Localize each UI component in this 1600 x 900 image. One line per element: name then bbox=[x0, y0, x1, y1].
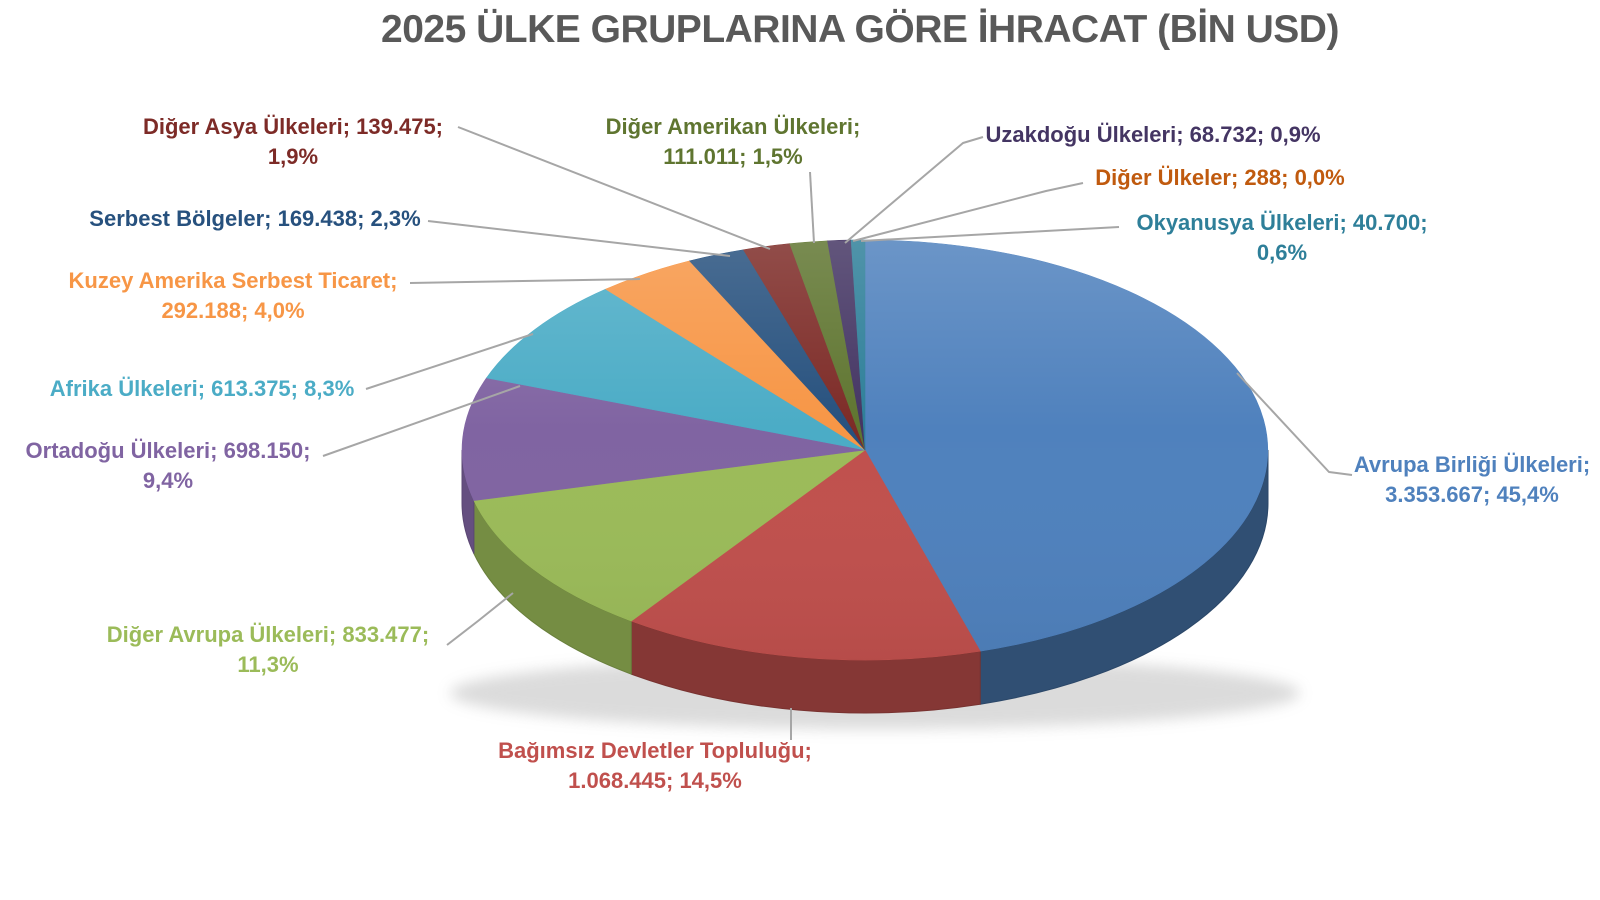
pie-label-10: Uzakdoğu Ülkeleri; 68.732; 0,9% bbox=[985, 120, 1320, 150]
leader-line-6 bbox=[409, 278, 641, 284]
leader-line-12 bbox=[860, 226, 1120, 242]
leader-line-3 bbox=[446, 592, 514, 646]
pie-label-11: Diğer Ülkeler; 288; 0,0% bbox=[1095, 163, 1344, 193]
pie-label-line: Diğer Avrupa Ülkeleri; 833.477; bbox=[106, 622, 430, 647]
pie-label-line: Serbest Bölgeler; 169.438; 2,3% bbox=[89, 206, 421, 231]
chart-title: 2025 ÜLKE GRUPLARINA GÖRE İHRACAT (BİN U… bbox=[381, 8, 1339, 51]
leader-line-7 bbox=[427, 220, 731, 257]
pie-label-line: Ortadoğu Ülkeleri; 698.150; bbox=[25, 438, 311, 463]
pie-label-line: Bağımsız Devletler Topluluğu; bbox=[498, 738, 812, 763]
pie-label-line: 3.353.667; 45,4% bbox=[1385, 482, 1559, 507]
pie-label-4: Ortadoğu Ülkeleri; 698.150; 9,4% bbox=[26, 436, 311, 496]
pie-label-1: Avrupa Birliği Ülkeleri; 3.353.667; 45,4% bbox=[1354, 450, 1590, 510]
pie-label-line: 1.068.445; 14,5% bbox=[568, 768, 742, 793]
pie-label-9: Diğer Amerikan Ülkeleri; 111.011; 1,5% bbox=[606, 112, 861, 172]
pie-label-line: Okyanusya Ülkeleri; 40.700; bbox=[1136, 210, 1428, 235]
pie-label-6: Kuzey Amerika Serbest Ticaret; 292.188; 4… bbox=[69, 266, 398, 326]
pie-label-line: 0,6% bbox=[1256, 240, 1308, 265]
pie-label-8: Diğer Asya Ülkeleri; 139.475; 1,9% bbox=[143, 112, 443, 172]
pie-label-7: Serbest Bölgeler; 169.438; 2,3% bbox=[89, 204, 420, 234]
leader-line-9 bbox=[809, 171, 815, 244]
pie-label-5: Afrika Ülkeleri; 613.375; 8,3% bbox=[50, 374, 355, 404]
pie-label-line: Afrika Ülkeleri; 613.375; 8,3% bbox=[49, 376, 355, 401]
pie-label-line: 292.188; 4,0% bbox=[161, 298, 305, 323]
pie-label-line: Diğer Asya Ülkeleri; 139.475; bbox=[142, 114, 444, 139]
pie-label-line: Diğer Amerikan Ülkeleri; bbox=[605, 114, 861, 139]
leader-line-11 bbox=[852, 182, 1084, 242]
pie-label-line: 111.011; 1,5% bbox=[663, 144, 803, 169]
pie-label-line: Avrupa Birliği Ülkeleri; bbox=[1353, 452, 1591, 477]
pie-label-12: Okyanusya Ülkeleri; 40.700; 0,6% bbox=[1136, 208, 1427, 268]
pie-label-3: Diğer Avrupa Ülkeleri; 833.477; 11,3% bbox=[107, 620, 429, 680]
pie-label-line: Diğer Ülkeler; 288; 0,0% bbox=[1095, 165, 1345, 190]
pie-label-line: Uzakdoğu Ülkeleri; 68.732; 0,9% bbox=[985, 122, 1321, 147]
leader-line-8 bbox=[457, 126, 771, 250]
leader-line-5 bbox=[365, 333, 534, 390]
leader-line-10 bbox=[844, 136, 984, 244]
pie-label-line: 1,9% bbox=[267, 144, 319, 169]
pie-label-line: 9,4% bbox=[142, 468, 194, 493]
leader-line-1 bbox=[1236, 372, 1353, 476]
leader-line-4 bbox=[322, 385, 521, 457]
pie-label-2: Bağımsız Devletler Topluluğu; 1.068.445; … bbox=[498, 736, 812, 796]
pie-label-line: 11,3% bbox=[237, 652, 299, 677]
pie-label-line: Kuzey Amerika Serbest Ticaret; bbox=[68, 268, 398, 293]
